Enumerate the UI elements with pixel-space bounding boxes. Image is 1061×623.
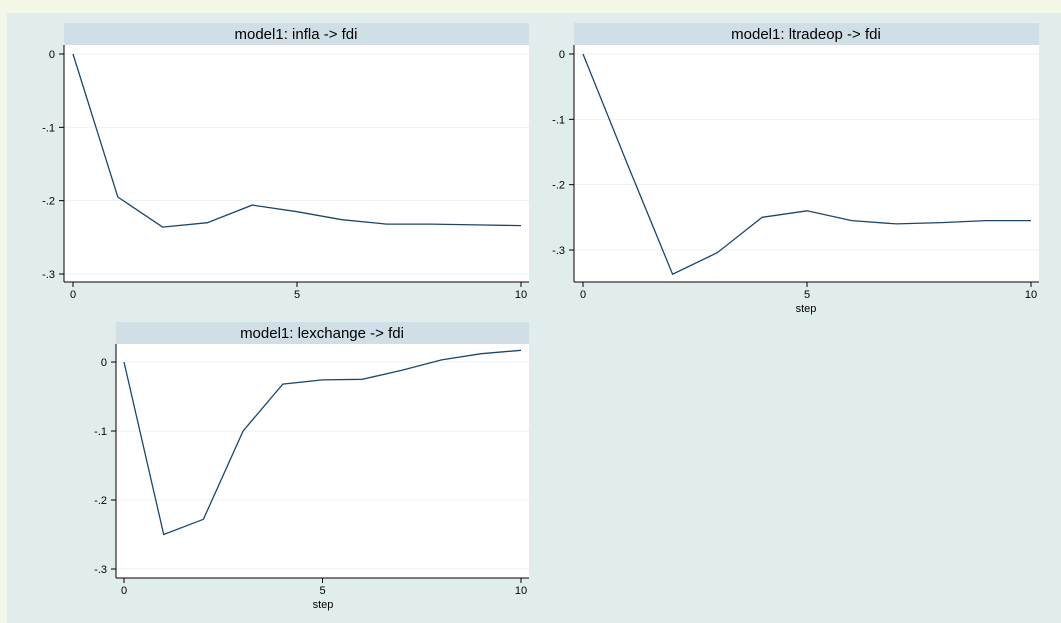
panel-title: model1: infla -> fdi: [235, 26, 358, 43]
x-tick-label: 5: [804, 289, 810, 301]
gridlines: [117, 361, 529, 570]
x-axis-label: step: [796, 303, 817, 315]
y-tick-label: -.2: [552, 180, 565, 192]
gridlines: [65, 53, 529, 275]
series-group: [123, 349, 522, 536]
y-tick-label: 0: [101, 357, 107, 369]
y-axis: 0 -.1 -.2 -.3: [94, 344, 117, 578]
series-line: [123, 349, 522, 536]
panel-title: model1: ltradeop -> fdi: [731, 26, 881, 43]
y-tick-label: -.3: [42, 269, 55, 281]
series-line: [582, 53, 1031, 276]
y-tick-label: 0: [49, 49, 55, 61]
panel-lexchange-fdi: model1: lexchange -> fdi 0 -.1 -.2 -.3 0 5 10…: [94, 322, 529, 611]
y-axis: 0 -.1 -.2 -.3: [42, 45, 65, 282]
x-tick-label: 5: [319, 585, 325, 597]
plot-area: [574, 45, 1039, 282]
x-tick-label: 0: [580, 289, 586, 301]
y-tick-label: -.3: [94, 564, 107, 576]
panel-infla-fdi: model1: infla -> fdi 0 -.1 -.2 -.3 0 5 10: [42, 23, 529, 301]
x-axis-label: step: [313, 599, 334, 611]
x-axis: 0 5 10: [64, 281, 529, 301]
plot-area: [116, 344, 529, 578]
y-tick-label: -.1: [94, 426, 107, 438]
panel-ltradeop-fdi: model1: ltradeop -> fdi 0-.1-.2-.3 0 5 10 …: [552, 23, 1039, 315]
x-tick-label: 10: [515, 585, 527, 597]
gridlines: [575, 53, 1039, 251]
x-axis: 0 5 10: [574, 281, 1039, 301]
y-tick-label: 0: [559, 49, 565, 61]
x-tick-label: 5: [294, 289, 300, 301]
panel-title: model1: lexchange -> fdi: [240, 325, 404, 342]
x-tick-label: 10: [1025, 289, 1037, 301]
y-tick-label: -.2: [94, 495, 107, 507]
y-tick-label: -.2: [42, 196, 55, 208]
panel-title-band: [64, 23, 529, 45]
series-line: [72, 53, 522, 228]
plot-area: [64, 45, 529, 282]
y-tick-label: -.1: [552, 114, 565, 126]
series-group: [582, 53, 1031, 276]
x-tick-label: 10: [515, 289, 527, 301]
y-axis: 0 -.1 -.2 -.3: [552, 45, 575, 282]
series-group: [72, 53, 522, 228]
panel-title-band: [116, 322, 529, 344]
x-tick-label: 0: [70, 289, 76, 301]
x-tick-label: 0: [121, 585, 127, 597]
panel-title-band: [574, 23, 1039, 45]
y-tick-label: -.3: [552, 245, 565, 257]
y-tick-label: -.1: [42, 122, 55, 134]
x-axis: 0 5 10: [116, 577, 529, 597]
